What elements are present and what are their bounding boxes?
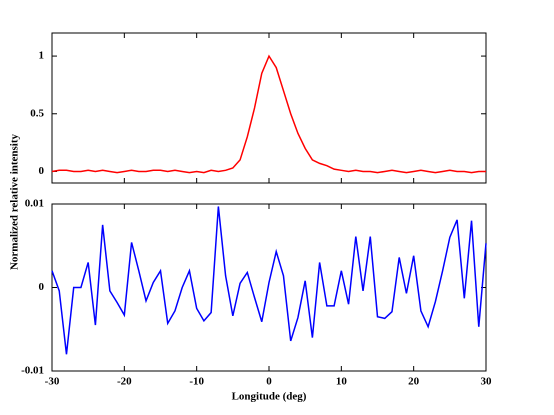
data-line <box>51 206 487 355</box>
y-tick-label: -0.01 <box>21 365 44 377</box>
x-tick-label: 0 <box>266 376 272 388</box>
y-tick-label: 0.01 <box>25 198 44 210</box>
x-tick-label: 20 <box>408 376 420 388</box>
x-tick-label: -30 <box>45 376 60 388</box>
y-tick-label: 0.5 <box>30 107 44 119</box>
y-tick-label: 0 <box>39 165 45 177</box>
x-tick-label: 10 <box>336 376 348 388</box>
x-axis-label: Longitude (deg) <box>232 391 307 403</box>
x-tick-label: -20 <box>117 376 132 388</box>
y-tick-label: 0 <box>39 281 45 293</box>
y-axis-label: Normalized relative intensity <box>9 133 21 270</box>
y-tick-label: 1 <box>39 50 45 62</box>
x-tick-label: -10 <box>189 376 204 388</box>
plot-frame <box>51 203 487 372</box>
data-line <box>51 54 486 174</box>
x-tick-label: 30 <box>481 376 493 388</box>
